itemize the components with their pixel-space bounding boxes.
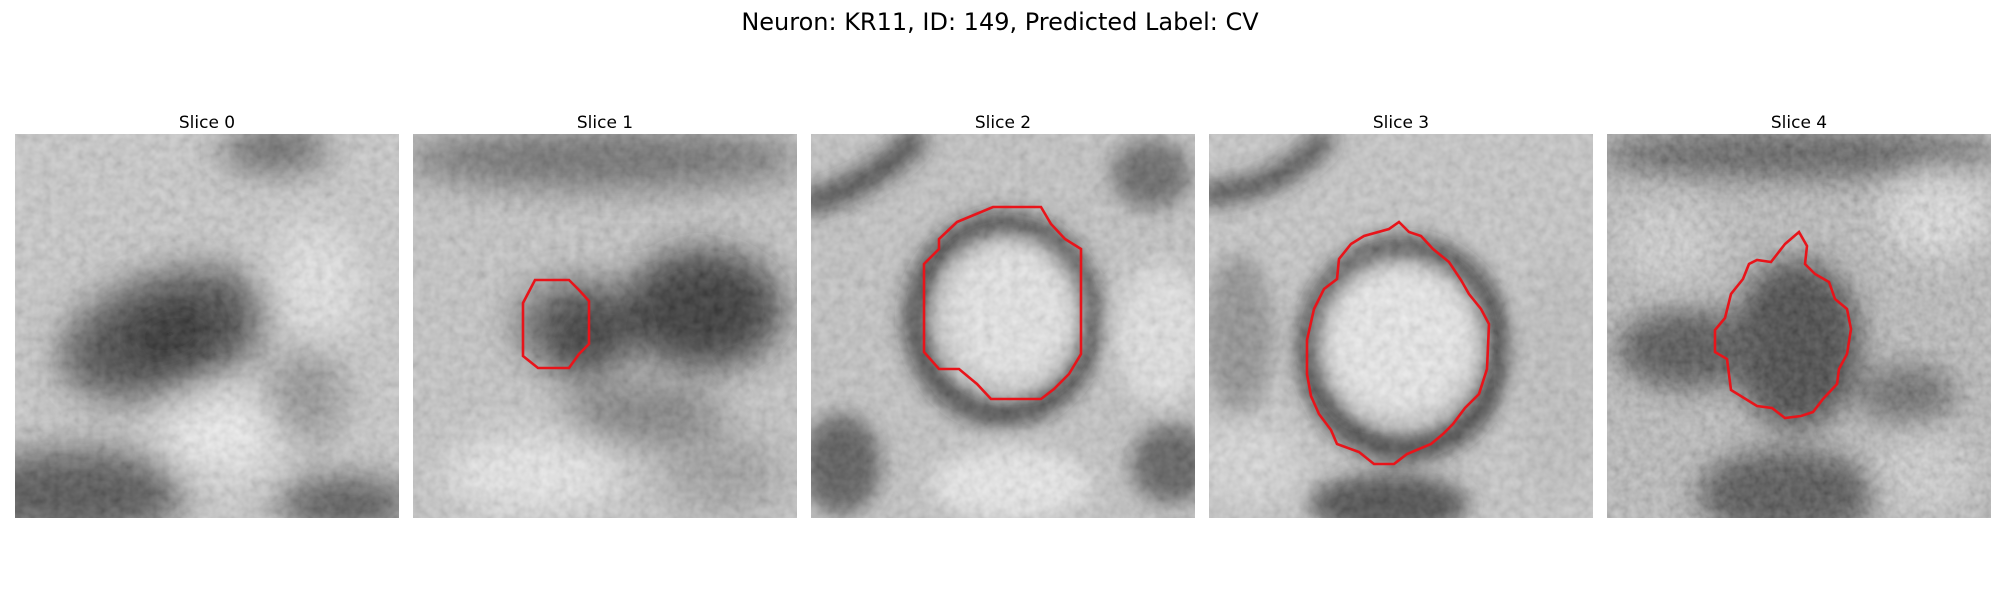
slice-title-3: Slice 3	[1372, 113, 1430, 133]
slice-image-1	[413, 134, 797, 518]
slice-title-4: Slice 4	[1770, 113, 1828, 133]
predicted-contour	[1305, 220, 1491, 466]
slice-title-0: Slice 0	[178, 113, 236, 133]
predicted-contour	[922, 205, 1083, 401]
slice-image-3	[1209, 134, 1593, 518]
predicted-contour	[1713, 229, 1853, 420]
figure-title: Neuron: KR11, ID: 149, Predicted Label: …	[741, 8, 1259, 36]
predicted-contour	[521, 278, 591, 370]
slice-image-0	[15, 134, 399, 518]
slice-title-2: Slice 2	[974, 113, 1032, 133]
slice-image-4	[1607, 134, 1991, 518]
slice-title-1: Slice 1	[576, 113, 634, 133]
slice-image-2	[811, 134, 1195, 518]
